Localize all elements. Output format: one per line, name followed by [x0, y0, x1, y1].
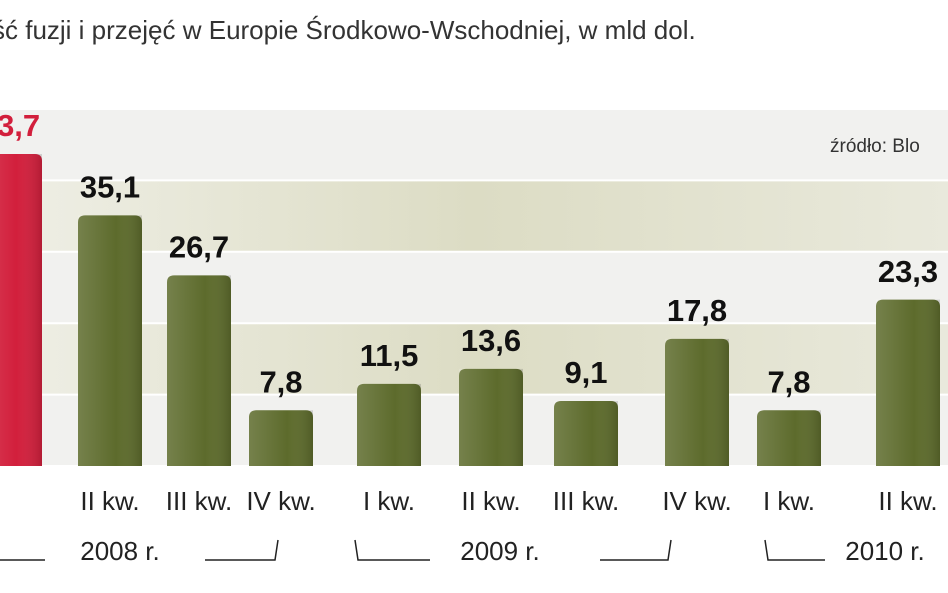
group-label: 2008 r. — [80, 536, 160, 566]
x-tick-label: IV kw. — [246, 486, 315, 516]
x-tick-label: I kw. — [363, 486, 415, 516]
bar-shade — [167, 275, 231, 466]
value-label: 17,8 — [667, 293, 727, 328]
year-brackets — [0, 539, 825, 561]
value-label: 43,7 — [0, 108, 40, 143]
bar-shade — [357, 383, 421, 466]
x-tick-label: III kw. — [166, 486, 232, 516]
x-tick-label: IV kw. — [662, 486, 731, 516]
grid-band — [0, 180, 948, 252]
source-note: źródło: Blo — [830, 136, 920, 157]
bar-shade — [876, 299, 940, 466]
bar-shade — [665, 338, 729, 466]
value-label: 13,6 — [461, 323, 521, 358]
group-label: 2009 r. — [460, 536, 540, 566]
bar-shade — [459, 368, 523, 466]
value-label: 11,5 — [360, 338, 419, 373]
value-label: 23,3 — [878, 254, 938, 289]
x-tick-label: II kw. — [878, 486, 937, 516]
value-label: 35,1 — [80, 170, 140, 205]
bar-shade — [554, 401, 618, 466]
bar-shade — [0, 153, 42, 466]
bar-shade — [757, 410, 821, 466]
value-label: 7,8 — [259, 364, 302, 399]
bar-shade — [78, 215, 142, 466]
grid-band — [0, 109, 948, 181]
x-tick-label: II kw. — [80, 486, 139, 516]
x-tick-label: I kw. — [763, 486, 815, 516]
x-tick-label: III kw. — [553, 486, 619, 516]
group-label: 2010 r. — [845, 536, 925, 566]
x-tick-label: II kw. — [461, 486, 520, 516]
value-label: 7,8 — [767, 364, 810, 399]
chart-title: ść fuzji i przejęć w Europie Środkowo-Ws… — [0, 15, 696, 45]
value-label: 9,1 — [564, 355, 607, 390]
bar-shade — [249, 410, 313, 466]
plot-background — [0, 108, 948, 467]
value-label: 26,7 — [169, 230, 229, 265]
grid-band — [0, 251, 948, 324]
